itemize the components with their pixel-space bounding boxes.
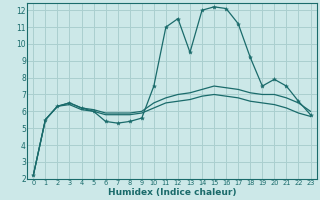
X-axis label: Humidex (Indice chaleur): Humidex (Indice chaleur) [108, 188, 236, 197]
